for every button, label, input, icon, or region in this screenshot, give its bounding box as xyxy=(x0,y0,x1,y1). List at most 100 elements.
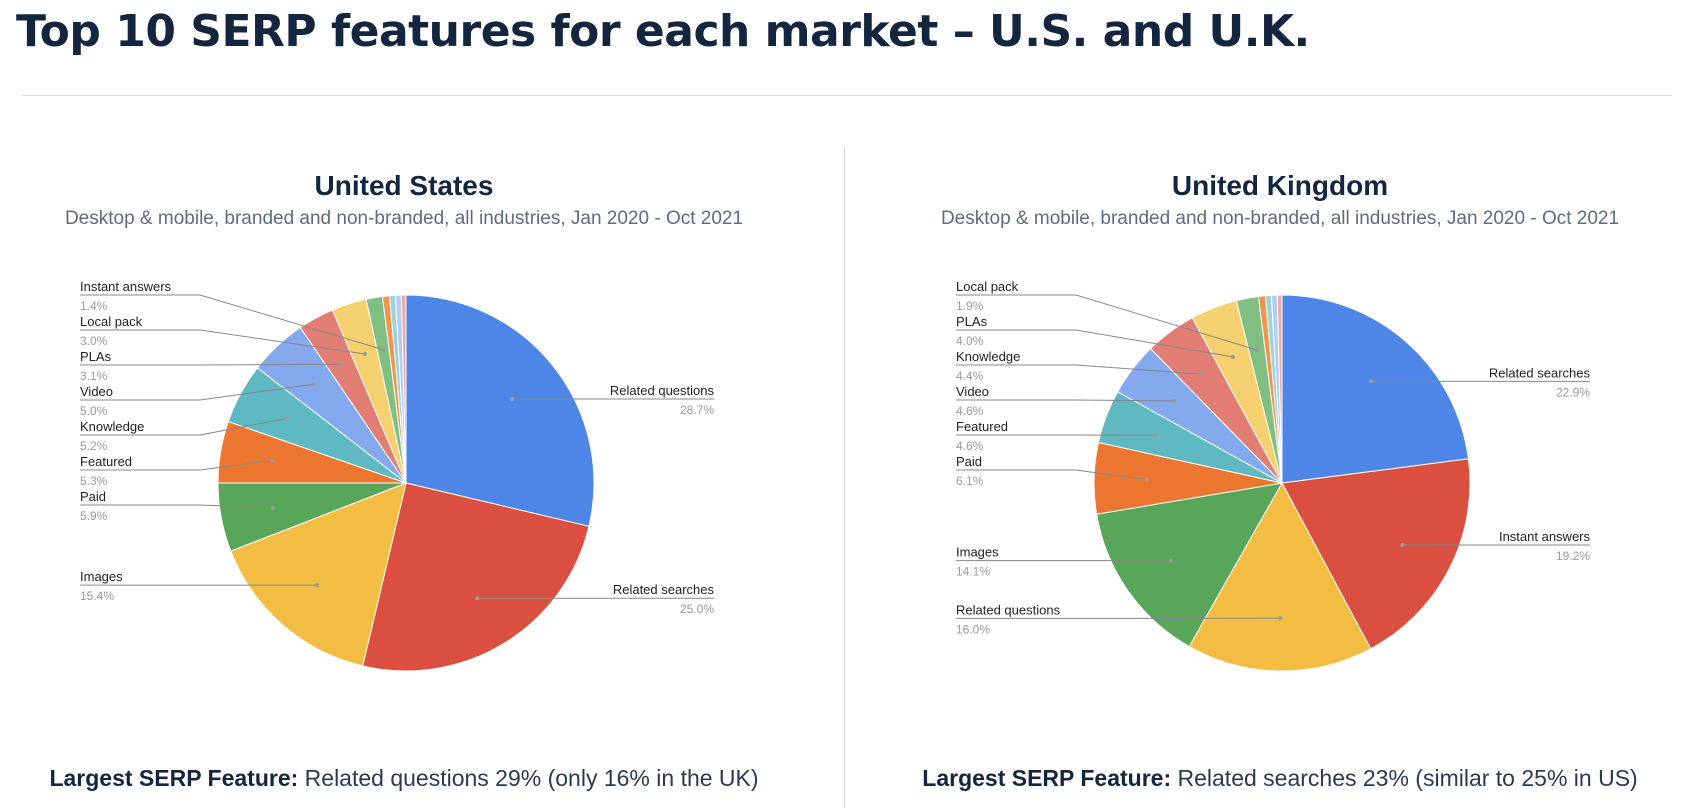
leader-dot xyxy=(1199,372,1204,377)
slice-label: Related searches xyxy=(613,582,715,597)
uk-pie-chart: Local pack 1.9%PLAs 4.0%Knowledge 4.4%Video… xyxy=(956,280,1590,672)
leader-dot xyxy=(271,505,275,510)
pie-slice-images xyxy=(1096,482,1283,648)
leader-dot xyxy=(1278,616,1283,621)
leader-dot xyxy=(1369,379,1374,384)
leader-dot xyxy=(510,397,515,401)
leader-dot xyxy=(1255,348,1259,352)
leader-dot xyxy=(1144,477,1149,482)
chart-subtitle-us: Desktop & mobile, branded and non-brande… xyxy=(64,208,744,229)
leader-dot xyxy=(363,352,367,356)
leader-line xyxy=(956,329,1233,358)
pie-slice-other-13 xyxy=(400,294,407,484)
us-pie-chart: Instant answers 1.4%Local pack 3.0%PLAs 3.1… xyxy=(80,280,714,672)
slice-value-label: 25.0% xyxy=(680,602,714,616)
slice-label: Related searches xyxy=(1489,365,1591,380)
slice-label: Instant answers xyxy=(1499,529,1591,544)
leader-line xyxy=(80,363,342,366)
slice-label: Knowledge xyxy=(80,419,144,434)
takeaway-us: Largest SERP Feature: Related questions … xyxy=(0,765,808,792)
pie-slice-other-13 xyxy=(1276,294,1283,484)
us-pie-slices xyxy=(217,294,595,672)
slice-value-label: 5.9% xyxy=(80,509,108,523)
slice-label: Images xyxy=(80,569,123,584)
us-pie-labels: Instant answers 1.4%Local pack 3.0%PLAs 3.1… xyxy=(80,280,714,616)
leader-dot xyxy=(1230,354,1235,359)
leader-dot xyxy=(381,347,386,352)
uk-pie-slices xyxy=(1093,294,1471,672)
takeaway-uk: Largest SERP Feature: Related searches 2… xyxy=(876,765,1684,792)
leader-line xyxy=(956,399,1175,402)
pie-slice-related-questions xyxy=(1188,481,1372,672)
slice-label: Knowledge xyxy=(956,349,1020,364)
slice-value-label: 15.4% xyxy=(80,589,114,603)
leader-dot xyxy=(1153,433,1158,438)
takeaway-us-label: Largest SERP Feature: xyxy=(49,765,299,791)
slice-label: Video xyxy=(80,384,113,399)
slice-value-label: 19.2% xyxy=(1556,549,1590,563)
slice-label: Featured xyxy=(80,454,132,469)
leader-dot xyxy=(285,416,289,421)
leader-line xyxy=(80,329,366,355)
slice-label: Paid xyxy=(80,489,106,504)
takeaway-uk-text: Related searches 23% (similar to 25% in … xyxy=(1177,765,1638,791)
slice-value-label: 6.1% xyxy=(956,474,984,488)
leader-line xyxy=(956,364,1202,375)
leader-line xyxy=(80,383,314,401)
uk-chart-panel: United Kingdom Desktop & mobile, branded… xyxy=(876,0,1695,808)
leader-line xyxy=(80,504,274,509)
pie-slice-instant-answers xyxy=(1281,458,1471,650)
pie-slice-images xyxy=(230,482,407,667)
page-title: Top 10 SERP features for each market – U… xyxy=(16,6,1310,57)
takeaway-us-text: Related questions 29% (only 16% in the U… xyxy=(304,765,759,791)
slice-value-label: 14.1% xyxy=(956,565,990,579)
leader-dot xyxy=(270,458,275,463)
slice-value-label: 4.4% xyxy=(956,369,984,383)
slice-value-label: 4.0% xyxy=(956,334,984,348)
chart-subtitle-uk: Desktop & mobile, branded and non-brande… xyxy=(940,208,1620,229)
slice-value-label: 5.3% xyxy=(80,474,108,488)
slice-value-label: 3.0% xyxy=(80,334,108,348)
slice-label: PLAs xyxy=(956,314,988,329)
leader-dot xyxy=(339,362,344,367)
slice-label: Related questions xyxy=(610,383,715,398)
column-divider xyxy=(844,148,845,808)
slice-label: Images xyxy=(956,545,999,560)
chart-title-uk: United Kingdom xyxy=(1171,170,1389,201)
slice-label: PLAs xyxy=(80,349,112,364)
slice-label: Instant answers xyxy=(80,280,172,294)
leader-dot xyxy=(1169,558,1174,563)
leader-line xyxy=(80,294,384,351)
slice-label: Video xyxy=(956,384,989,399)
uk-pie-labels: Local pack 1.9%PLAs 4.0%Knowledge 4.4%Video… xyxy=(956,280,1590,636)
slice-label: Local pack xyxy=(80,314,143,329)
leader-line xyxy=(80,418,288,436)
leader-dot xyxy=(315,583,320,588)
slice-value-label: 28.7% xyxy=(680,403,714,417)
slice-label: Related questions xyxy=(956,602,1061,617)
slice-value-label: 16.0% xyxy=(956,622,990,636)
takeaway-uk-label: Largest SERP Feature: xyxy=(922,765,1172,791)
pie-slice-related-searches xyxy=(362,482,590,672)
slice-value-label: 22.9% xyxy=(1556,385,1590,399)
pie-slice-related-searches xyxy=(1281,294,1470,484)
leader-line xyxy=(956,469,1147,481)
slice-value-label: 5.2% xyxy=(80,439,108,453)
slice-value-label: 4.6% xyxy=(956,439,984,453)
slice-value-label: 1.4% xyxy=(80,299,108,313)
leader-dot xyxy=(1172,398,1177,403)
pie-slice-related-questions xyxy=(405,294,595,527)
leader-dot xyxy=(475,596,480,601)
slice-label: Local pack xyxy=(956,280,1019,294)
slice-value-label: 5.0% xyxy=(80,404,108,418)
chart-title-us: United States xyxy=(314,170,494,201)
slice-value-label: 3.1% xyxy=(80,369,108,383)
slice-label: Featured xyxy=(956,419,1008,434)
title-divider xyxy=(22,95,1672,96)
leader-dot xyxy=(311,382,316,387)
leader-line xyxy=(956,294,1258,351)
slice-value-label: 1.9% xyxy=(956,299,984,313)
slice-label: Paid xyxy=(956,454,982,469)
slice-value-label: 4.6% xyxy=(956,404,984,418)
leader-line xyxy=(80,460,273,471)
